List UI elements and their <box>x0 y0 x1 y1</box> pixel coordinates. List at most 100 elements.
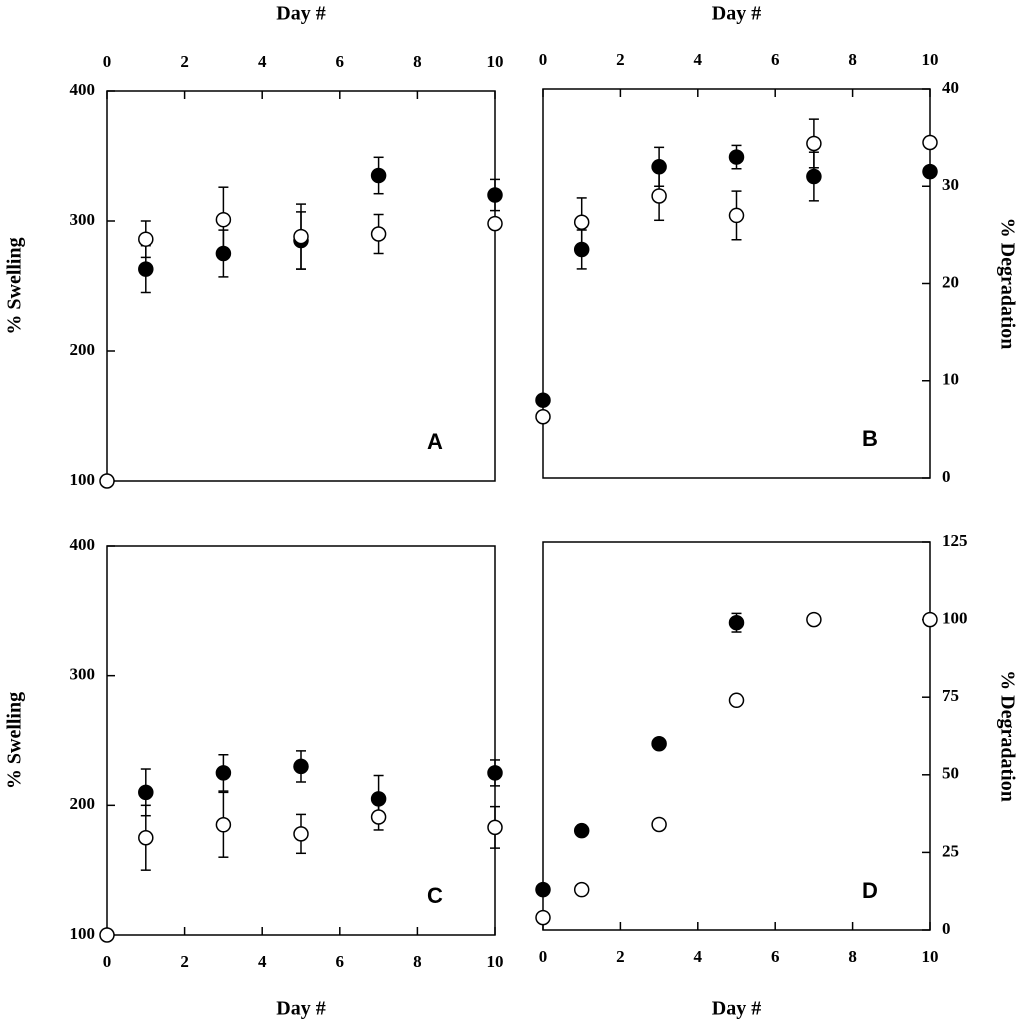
panel-label: B <box>862 426 878 451</box>
data-point <box>806 611 822 628</box>
y-tick-label: 50 <box>942 764 959 783</box>
y-tick-label: 100 <box>70 470 96 489</box>
y-tick-label: 125 <box>942 531 968 550</box>
data-point <box>651 159 667 175</box>
x-tick-label: 0 <box>103 52 112 71</box>
data-point <box>573 881 590 898</box>
data-point <box>99 927 115 943</box>
y-tick-label: 10 <box>942 370 959 389</box>
y-tick-label: 0 <box>942 467 951 486</box>
y-tick-label: 100 <box>70 924 96 943</box>
data-point <box>293 826 309 842</box>
x-tick-label: 6 <box>336 952 345 971</box>
data-point <box>573 214 590 230</box>
x-axis-label: Day # <box>276 3 325 25</box>
data-point <box>535 909 551 926</box>
x-tick-label: 6 <box>771 947 780 966</box>
data-point <box>922 611 938 628</box>
x-tick-label: 4 <box>258 52 267 71</box>
data-point <box>728 614 745 631</box>
data-point <box>487 215 503 232</box>
y-tick-label: 300 <box>70 210 96 229</box>
x-tick-label: 4 <box>258 952 267 971</box>
x-tick-label: 4 <box>694 50 703 69</box>
x-tick-label: 2 <box>616 947 625 966</box>
x-tick-label: 0 <box>539 50 548 69</box>
x-axis-label: Day # <box>712 998 761 1020</box>
data-point <box>370 791 387 807</box>
plot-frame <box>542 541 931 931</box>
y-tick-label: 75 <box>942 686 959 705</box>
x-tick-label: 10 <box>922 50 939 69</box>
x-tick-label: 10 <box>487 952 504 971</box>
y-axis-label: % Swelling <box>4 237 26 334</box>
data-point <box>370 809 387 825</box>
data-point <box>535 408 551 425</box>
x-tick-label: 6 <box>771 50 780 69</box>
y-tick-label: 200 <box>70 340 96 359</box>
x-tick-label: 8 <box>413 52 422 71</box>
data-point <box>215 817 232 833</box>
y-tick-label: 20 <box>942 272 959 291</box>
data-point <box>651 736 667 752</box>
plot-frame <box>106 545 496 936</box>
y-tick-label: 200 <box>70 794 96 813</box>
x-tick-label: 2 <box>180 952 189 971</box>
y-tick-label: 400 <box>70 80 96 99</box>
panel-label: C <box>427 883 443 908</box>
y-tick-label: 400 <box>70 535 96 554</box>
data-point <box>573 822 590 839</box>
data-point <box>535 881 551 898</box>
x-tick-label: 8 <box>848 947 857 966</box>
data-point <box>806 135 822 152</box>
x-tick-label: 8 <box>848 50 857 69</box>
data-point <box>573 241 590 258</box>
data-point <box>728 149 745 165</box>
data-point <box>487 819 503 836</box>
data-point <box>138 261 154 277</box>
x-tick-label: 8 <box>413 952 422 971</box>
y-tick-label: 0 <box>942 919 951 938</box>
plot-frame <box>106 90 496 482</box>
data-point <box>138 784 154 801</box>
y-tick-label: 40 <box>942 78 959 97</box>
data-point <box>370 226 387 242</box>
y-axis-label: % Swelling <box>4 692 26 789</box>
data-point <box>487 187 503 203</box>
panel-label: D <box>862 878 878 903</box>
x-tick-label: 10 <box>487 52 504 71</box>
y-axis-label: % Degradation <box>996 670 1018 802</box>
x-axis-label: Day # <box>712 3 761 25</box>
data-point <box>215 765 232 781</box>
data-point <box>293 758 309 775</box>
data-point <box>806 168 822 185</box>
x-axis-label: Day # <box>276 998 325 1020</box>
data-point <box>728 692 745 709</box>
x-tick-label: 6 <box>336 52 345 71</box>
data-point <box>138 830 154 846</box>
x-tick-label: 4 <box>694 947 703 966</box>
y-tick-label: 100 <box>942 609 968 628</box>
panel-label: A <box>427 429 443 454</box>
x-tick-label: 0 <box>103 952 112 971</box>
data-point <box>215 211 232 228</box>
x-tick-label: 10 <box>922 947 939 966</box>
data-point <box>293 228 309 245</box>
y-tick-label: 25 <box>942 841 959 860</box>
y-axis-label: % Degradation <box>996 218 1018 350</box>
data-point <box>922 163 938 180</box>
data-point <box>922 134 938 151</box>
data-point <box>651 188 667 204</box>
data-point <box>651 816 667 833</box>
x-tick-label: 2 <box>616 50 625 69</box>
data-point <box>535 392 551 408</box>
data-point <box>138 231 154 247</box>
data-point <box>215 245 232 262</box>
data-point <box>487 765 503 781</box>
y-tick-label: 30 <box>942 175 959 194</box>
x-tick-label: 2 <box>180 52 189 71</box>
data-point <box>99 473 115 489</box>
y-tick-label: 300 <box>70 665 96 684</box>
x-tick-label: 0 <box>539 947 548 966</box>
